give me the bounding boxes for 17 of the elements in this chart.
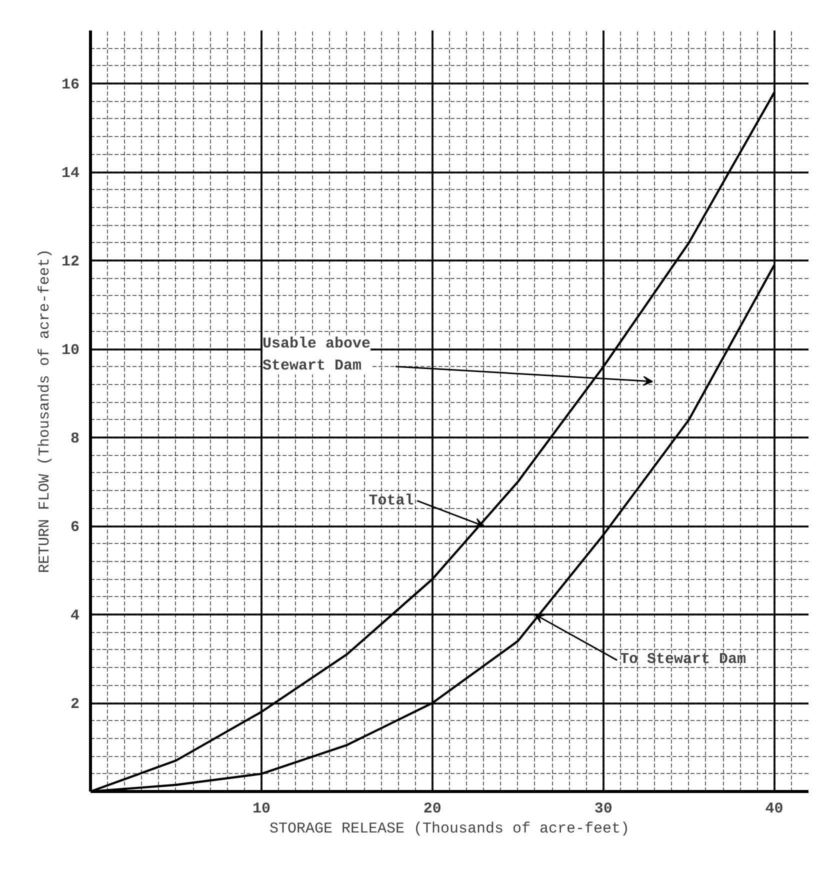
y-tick-label: 4 xyxy=(70,608,80,625)
y-tick-label: 16 xyxy=(61,76,80,94)
x-tick-label: 30 xyxy=(594,800,612,818)
y-tick-label: 12 xyxy=(61,254,80,271)
x-axis-title: STORAGE RELEASE (Thousands of acre-feet) xyxy=(269,820,630,838)
x-tick-label: 10 xyxy=(252,800,270,818)
y-tick-label: 10 xyxy=(61,342,80,360)
annotation: To Stewart Dam xyxy=(620,651,746,668)
annotation: Usable above Stewart Dam xyxy=(262,335,371,374)
x-tick-label: 40 xyxy=(765,800,784,818)
y-tick-label: 8 xyxy=(70,430,80,448)
y-axis-title: RETURN FLOW (Thousands of acre-feet) xyxy=(36,248,54,574)
y-tick-label: 2 xyxy=(70,696,80,714)
x-tick-label: 20 xyxy=(423,800,442,818)
y-tick-label: 14 xyxy=(61,165,80,182)
y-tick-label: 6 xyxy=(70,519,80,536)
annotation: Total xyxy=(368,492,414,510)
